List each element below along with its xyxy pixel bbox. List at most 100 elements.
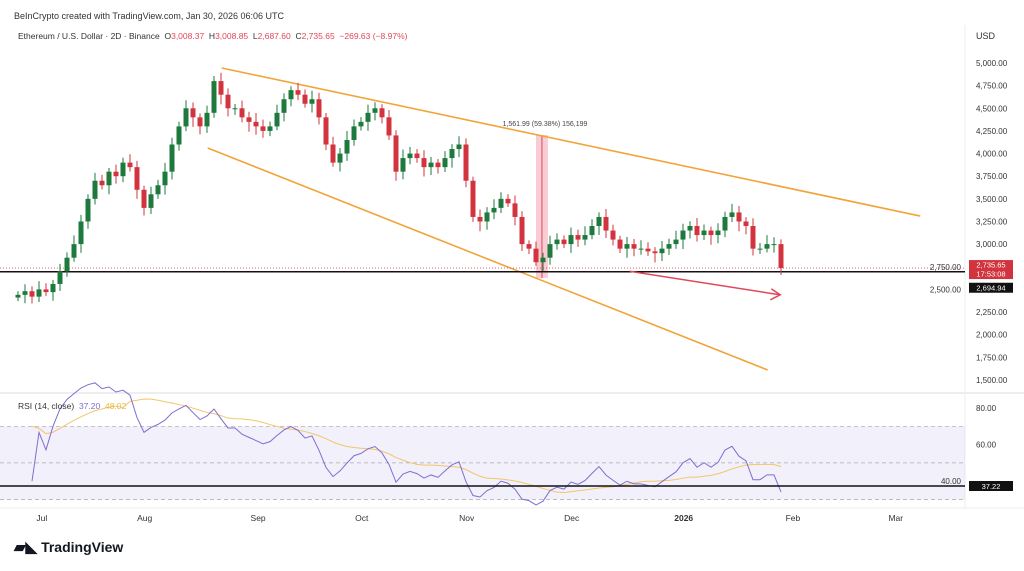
- candle-body: [274, 112, 280, 127]
- channel-upper-line: [221, 67, 921, 217]
- candle-body: [225, 94, 231, 109]
- candle-body: [757, 248, 763, 250]
- candle-body: [15, 294, 21, 298]
- price-tick-label: 3,500.00: [976, 195, 1008, 204]
- price-tick-label: 2,250.00: [976, 308, 1008, 317]
- candle-body: [414, 153, 420, 159]
- candle-body: [498, 198, 504, 208]
- candle-body: [771, 244, 777, 246]
- candle-body: [295, 90, 301, 95]
- candle-body: [589, 226, 595, 236]
- candle-body: [155, 185, 161, 195]
- candle-body: [141, 189, 147, 208]
- current-price-tag: [969, 260, 1013, 280]
- candle-body: [204, 112, 210, 127]
- candle-body: [687, 226, 693, 231]
- candle-body: [456, 144, 462, 150]
- time-tick-label: Sep: [251, 513, 266, 523]
- high-value: 3,008.85: [215, 31, 249, 41]
- rsi-title: RSI (14, close): [18, 401, 75, 411]
- price-tick-label: 4,750.00: [976, 82, 1008, 91]
- credit-text: BeInCrypto created with TradingView.com,…: [14, 11, 284, 21]
- candle-body: [400, 158, 406, 172]
- candle-body: [64, 257, 70, 272]
- candle-body: [603, 216, 609, 231]
- symbol-legend: Ethereum / U.S. Dollar · 2D · Binance O3…: [18, 31, 407, 41]
- candle-body: [554, 239, 560, 245]
- close-value: 2,735.65: [301, 31, 335, 41]
- candle-body: [393, 135, 399, 172]
- candle-body: [239, 108, 245, 118]
- candle-body: [358, 121, 364, 127]
- candle-body: [246, 117, 252, 122]
- rsi-tick-label: 80.00: [976, 404, 997, 413]
- candle-body: [449, 149, 455, 159]
- candle-body: [330, 144, 336, 163]
- current-price-value: 2,735.65: [976, 261, 1005, 270]
- rsi-tick-label: 60.00: [976, 441, 997, 450]
- candle-body: [211, 81, 217, 113]
- time-tick-label: Jul: [36, 513, 47, 523]
- low-value: 2,687.60: [257, 31, 291, 41]
- price-tick-label: 1,500.00: [976, 376, 1008, 385]
- candle-body: [176, 126, 182, 145]
- candle-body: [22, 291, 28, 295]
- rsi-value: 37.20: [78, 401, 101, 411]
- candle-body: [561, 239, 567, 245]
- candle-body: [372, 108, 378, 113]
- candle-body: [169, 144, 175, 172]
- candle-body: [764, 244, 770, 249]
- candle-body: [232, 108, 238, 110]
- candle-body: [512, 203, 518, 217]
- candle-body: [540, 257, 546, 263]
- price-tick-label: 2,000.00: [976, 331, 1008, 340]
- candle-body: [379, 108, 385, 118]
- candle-body: [197, 117, 203, 127]
- candle-body: [505, 198, 511, 204]
- candle-body: [183, 108, 189, 127]
- close-label: C: [295, 31, 302, 41]
- candle-body: [610, 230, 616, 240]
- candle-body: [337, 153, 343, 163]
- candle-body: [365, 112, 371, 122]
- rsi-value-tag: [969, 481, 1013, 491]
- rsi-tick-label: 40.00: [941, 477, 962, 486]
- open-value: 3,008.37: [171, 31, 205, 41]
- candle-body: [120, 162, 126, 177]
- candle-body: [29, 291, 35, 297]
- candle-body: [638, 248, 644, 250]
- target-arrow-head: [769, 288, 782, 301]
- candle-body: [78, 221, 84, 245]
- candle-body: [729, 212, 735, 217]
- price-tick-label: 3,750.00: [976, 172, 1008, 181]
- price-tick-label: 3,000.00: [976, 240, 1008, 249]
- high-label: H: [208, 31, 216, 41]
- candle-body: [694, 226, 700, 236]
- candle-body: [659, 248, 665, 254]
- candle-body: [645, 248, 651, 252]
- candle-body: [85, 198, 91, 222]
- tradingview-logo[interactable]: ▰◣ TradingView: [14, 538, 123, 556]
- rsi-ma-value: 48.02: [104, 401, 127, 411]
- candle-body: [190, 108, 196, 118]
- candle-body: [547, 244, 553, 258]
- currency-label[interactable]: USD: [976, 31, 996, 41]
- candle-body: [99, 180, 105, 186]
- time-tick-label: Nov: [459, 513, 475, 523]
- candle-body: [736, 212, 742, 222]
- candle-body: [421, 158, 427, 168]
- candle-countdown: 17:53:08: [976, 270, 1005, 279]
- candle-body: [106, 171, 112, 186]
- candle-body: [631, 244, 637, 249]
- target-arrow-line: [629, 270, 781, 296]
- candle-body: [344, 139, 350, 154]
- price-tick-label: 4,000.00: [976, 150, 1008, 159]
- candle-body: [428, 162, 434, 168]
- time-tick-label: Aug: [137, 513, 152, 523]
- channel-lower-line: [207, 147, 768, 371]
- candle-body: [162, 171, 168, 186]
- candle-body: [50, 283, 56, 293]
- candle-body: [743, 221, 749, 227]
- candle-body: [309, 99, 315, 104]
